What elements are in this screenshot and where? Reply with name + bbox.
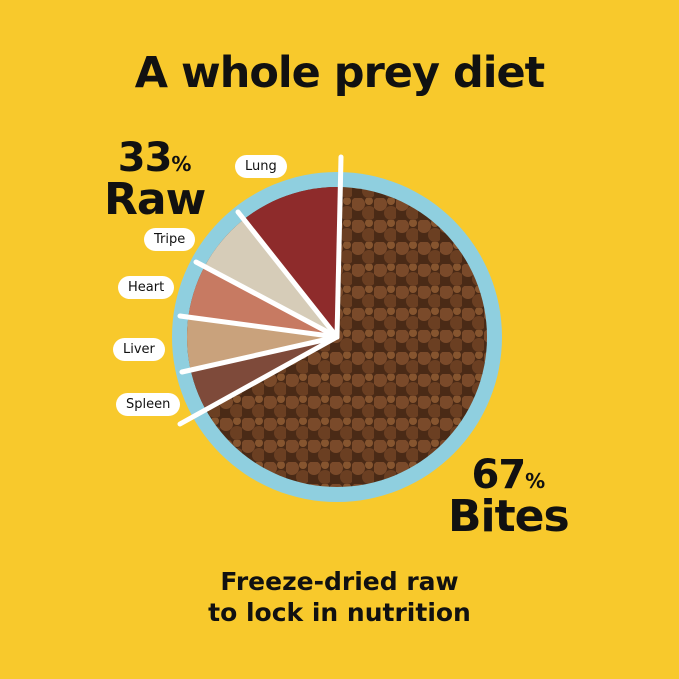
label-liver: Liver — [113, 338, 165, 361]
label-heart: Heart — [118, 276, 175, 299]
segment-liver — [187, 315, 337, 372]
bites-label: Bites — [448, 491, 570, 542]
segment-tripe — [190, 205, 337, 337]
raw-label: Raw — [104, 174, 206, 225]
raw-percent-sign: % — [171, 152, 192, 176]
caption-line-2: to lock in nutrition — [208, 598, 471, 628]
page-title: A whole prey diet — [134, 48, 545, 98]
bites-percent-sign: % — [525, 469, 546, 493]
raw-stat: 33% Raw — [104, 135, 206, 225]
label-spleen: Spleen — [116, 393, 181, 416]
divider-lines — [177, 154, 344, 427]
bites-stat: 67% Bites — [448, 452, 570, 542]
label-lung: Lung — [235, 155, 287, 178]
raw-percent: 33 — [117, 135, 173, 181]
caption-line-1: Freeze-dried raw — [220, 567, 459, 596]
label-tripe: Tripe — [144, 228, 196, 251]
bites-percent: 67 — [471, 452, 526, 498]
caption: Freeze-dried raw to lock in nutrition — [0, 566, 679, 629]
